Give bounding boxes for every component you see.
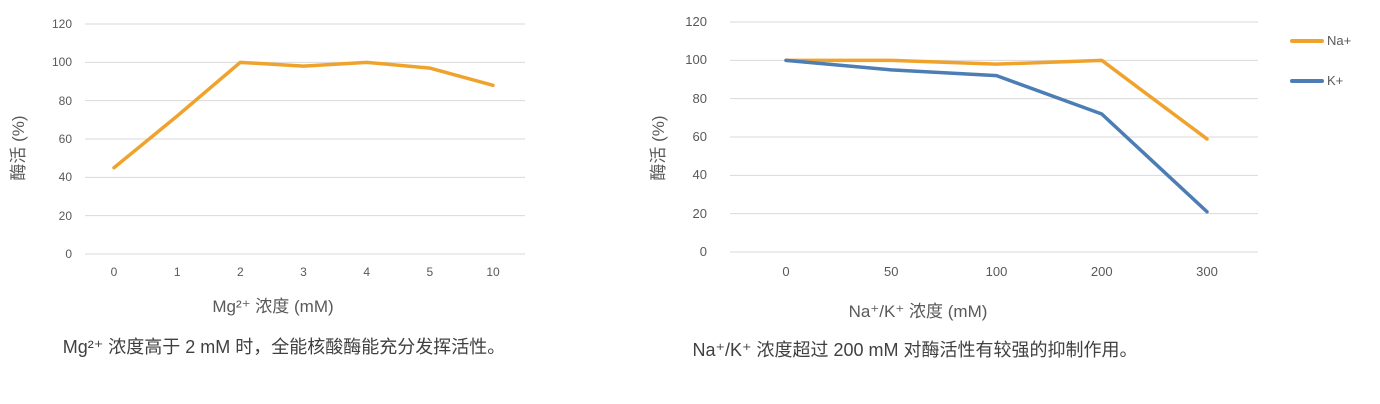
right-chart-x-axis-title: Na⁺/K⁺ 浓度 (mM) xyxy=(848,302,988,321)
legend-label-k: K+ xyxy=(1327,73,1344,88)
mg-chart-x-tick-label: 4 xyxy=(363,265,370,279)
mg-chart-x-tick-label: 3 xyxy=(300,265,307,279)
mg-chart-y-tick-label: 20 xyxy=(58,208,72,223)
legend-label-na: Na+ xyxy=(1327,33,1352,48)
nak-chart-y-tick-label: 20 xyxy=(692,205,707,221)
k-series-line xyxy=(784,58,1209,214)
mg-chart-y-tick-label: 0 xyxy=(65,247,72,261)
legend-item-k: K+ xyxy=(1290,73,1343,89)
nak-chart-y-tick-label: 60 xyxy=(692,129,707,144)
nak-chart-x-tick-label: 0 xyxy=(782,264,790,279)
nak-chart-y-tick-label: 120 xyxy=(685,14,707,29)
legend-item-na: Na+ xyxy=(1290,33,1351,49)
left-chart-x-axis-title: Mg²⁺ 浓度 (mM) xyxy=(212,297,334,316)
right-chart-caption: Na⁺/K⁺ 浓度超过 200 mM 对酶活性有较强的抑制作用。 xyxy=(692,340,1138,360)
nak-chart-y-tick-label: 100 xyxy=(685,52,707,68)
left-chart-caption: Mg²⁺ 浓度高于 2 mM 时，全能核酸酶能充分发挥活性。 xyxy=(62,337,506,357)
mg-chart-y-tick-label: 40 xyxy=(58,170,72,185)
mg-chart-x-tick-label: 5 xyxy=(426,265,434,279)
nak-chart-x-tick-label: 50 xyxy=(884,264,899,279)
k-line-swatch xyxy=(1290,79,1324,83)
nak-chart-x-tick-label: 100 xyxy=(985,264,1008,279)
na-series-line xyxy=(784,58,1209,141)
mg-chart-y-tick-label: 100 xyxy=(51,55,72,70)
mg-chart-y-tick-label: 80 xyxy=(58,93,72,108)
nak-chart-y-tick-label: 40 xyxy=(692,167,707,183)
nak-chart-x-tick-label: 200 xyxy=(1090,264,1113,279)
mg-chart-x-tick-label: 2 xyxy=(236,265,244,279)
mg-chart-x-tick-label: 10 xyxy=(486,265,500,279)
mg-chart-y-tick-label: 120 xyxy=(51,17,72,31)
mg-chart-y-tick-label: 60 xyxy=(58,132,72,146)
nak-chart-y-tick-label: 80 xyxy=(692,90,707,106)
series0-series-line xyxy=(112,60,495,170)
na-line-swatch xyxy=(1290,39,1324,43)
nak-chart-x-tick-label: 300 xyxy=(1196,264,1218,279)
nak-chart-y-tick-label: 0 xyxy=(699,244,707,259)
mg-chart-x-tick-label: 0 xyxy=(110,265,118,279)
mg-chart-x-tick-label: 1 xyxy=(173,265,181,279)
